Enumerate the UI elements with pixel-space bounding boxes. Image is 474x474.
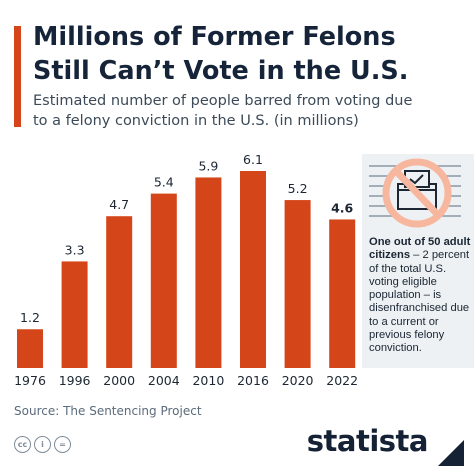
chart-subtitle: Estimated number of people barred from v… — [33, 91, 463, 131]
value-label-2022: 4.6 — [331, 200, 353, 215]
bar-2020 — [284, 200, 311, 368]
value-label-2016: 6.1 — [243, 152, 263, 167]
statista-mark-icon — [438, 440, 464, 466]
title-accent-bar — [14, 26, 21, 127]
x-tick-2004: 2004 — [148, 373, 180, 388]
x-tick-1976: 1976 — [14, 373, 46, 388]
x-tick-2020: 2020 — [282, 373, 314, 388]
statista-logo[interactable]: statista — [306, 424, 429, 458]
value-label-1996: 3.3 — [65, 242, 85, 257]
bar-1976 — [17, 329, 43, 368]
no-derivatives-icon[interactable]: = — [54, 436, 71, 453]
value-label-2004: 5.4 — [154, 175, 174, 190]
note-text-rest: – 2 percent of the total U.S. voting eli… — [369, 249, 470, 355]
value-label-2000: 4.7 — [109, 197, 129, 212]
title-line-2: Still Can’t Vote in the U.S. — [33, 56, 409, 86]
x-tick-2000: 2000 — [103, 373, 135, 388]
source-text: Source: The Sentencing Project — [14, 404, 202, 418]
x-tick-2022: 2022 — [326, 373, 358, 388]
value-label-2020: 5.2 — [288, 181, 308, 196]
note-text-bold: One out of 50 adult citizens — [369, 236, 471, 262]
bar-2016 — [240, 171, 266, 368]
bar-2004 — [150, 193, 177, 368]
bar-2010 — [195, 177, 222, 368]
subtitle-line-2: to a felony conviction in the U.S. (in m… — [33, 113, 359, 129]
bar-2022 — [329, 219, 356, 368]
cc-icon[interactable]: cc — [14, 436, 31, 453]
x-tick-1996: 1996 — [59, 373, 91, 388]
ballot-box-prohibited-icon — [369, 158, 461, 228]
license-icons: cc i = — [14, 436, 71, 453]
value-label-1976: 1.2 — [20, 310, 40, 325]
subtitle-line-1: Estimated number of people barred from v… — [33, 93, 413, 109]
value-label-2010: 5.9 — [198, 158, 218, 173]
x-tick-2016: 2016 — [237, 373, 269, 388]
x-tick-2010: 2010 — [192, 373, 224, 388]
title-line-1: Millions of Former Felons — [33, 22, 396, 52]
bar-1996 — [61, 261, 88, 368]
attribution-icon[interactable]: i — [34, 436, 51, 453]
note-text: One out of 50 adult citizens – 2 percent… — [369, 236, 471, 356]
bar-2000 — [106, 216, 133, 368]
chart-title: Millions of Former Felons Still Can’t Vo… — [33, 20, 463, 88]
